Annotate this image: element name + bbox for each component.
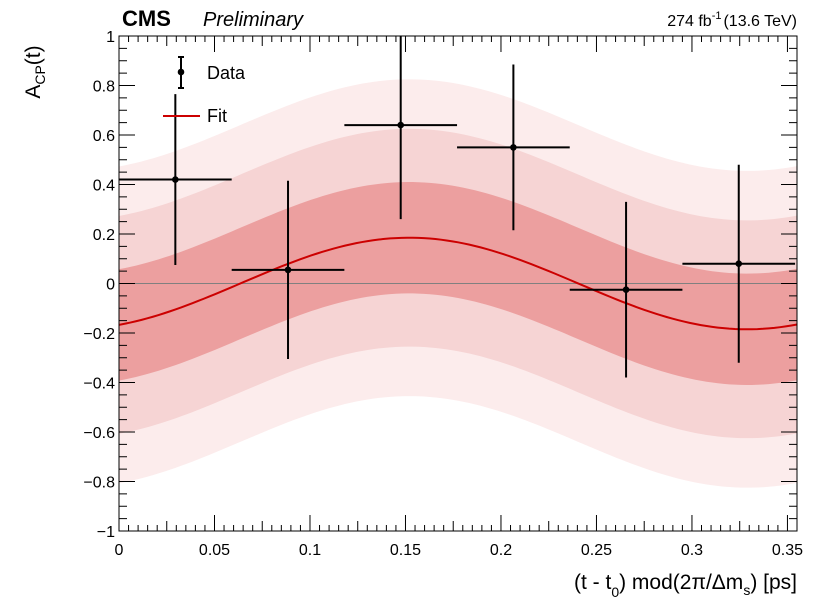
y-tick-label: 0.2	[93, 227, 115, 244]
x-tick-label: 0.25	[581, 542, 612, 559]
data-points	[119, 36, 796, 378]
y-tick-label: −0.2	[83, 326, 115, 343]
legend-fit-label: Fit	[207, 106, 227, 126]
legend: Data Fit	[163, 56, 246, 126]
legend-data-label: Data	[207, 63, 246, 83]
y-tick-label: 1	[106, 29, 115, 46]
data-marker	[172, 176, 179, 183]
data-marker	[735, 260, 743, 268]
fit-curve-group	[118, 236, 798, 331]
legend-data-marker	[177, 56, 185, 89]
y-tick-label: 0.6	[93, 128, 115, 145]
y-tick-label: −0.8	[83, 475, 115, 492]
y-tick-label: 0.4	[93, 178, 115, 195]
x-tick-label: 0.2	[490, 542, 512, 559]
axis-ticks: 0 0.05 0.1 0.15 0.2 0.25 0.3 0.35 −1 −0.8 −0.6 −0.4…	[83, 29, 803, 559]
data-point-3	[344, 36, 458, 220]
fit-curve	[118, 236, 798, 331]
x-tick-label: 0.15	[390, 542, 421, 559]
lumi-exponent: -1	[712, 10, 722, 22]
data-marker	[622, 286, 630, 293]
data-marker	[510, 144, 517, 151]
lumi-value: 274 fb	[667, 13, 712, 30]
data-point-4	[457, 64, 570, 231]
luminosity-label: 274 fb-1 (13.6 TeV)	[667, 10, 797, 30]
data-point-5	[569, 201, 683, 378]
x-tick-label: 0.3	[681, 542, 703, 559]
x-tick-label: 0.1	[299, 542, 321, 559]
y-tick-label: −1	[97, 524, 115, 541]
data-marker	[397, 121, 405, 129]
data-point-1	[119, 94, 232, 265]
data-point-6	[682, 164, 796, 363]
data-point-2	[231, 180, 345, 359]
x-tick-label: 0.05	[199, 542, 230, 559]
energy-label: (13.6 TeV)	[723, 13, 797, 30]
y-tick-label: 0	[106, 277, 115, 294]
x-tick-label: 0.35	[772, 542, 803, 559]
x-tick-label: 0	[115, 542, 124, 559]
y-tick-label: −0.6	[83, 425, 115, 442]
x-axis-title: (t - t0) mod(2π/Δms) [ps]	[574, 571, 797, 600]
status-label: Preliminary	[203, 9, 304, 31]
experiment-label: CMS	[122, 6, 171, 31]
y-axis-title: ACP(t)	[22, 45, 48, 98]
y-tick-label: 0.8	[93, 79, 115, 96]
data-marker	[284, 266, 292, 274]
y-tick-label: −0.4	[83, 376, 115, 393]
